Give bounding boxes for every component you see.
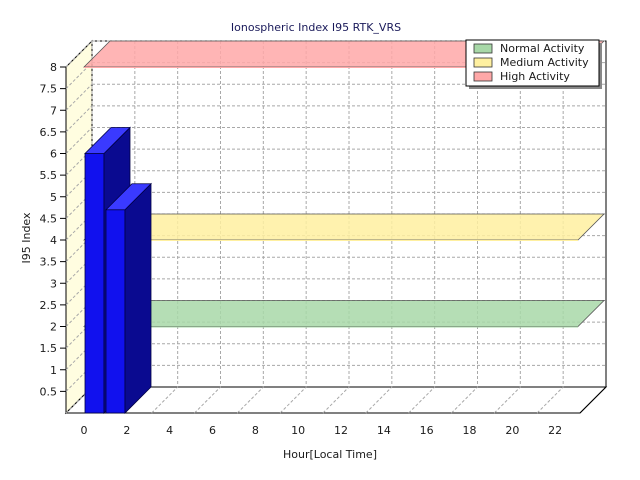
- y-tick-label: 1: [50, 364, 57, 377]
- y-tick-label: 8: [50, 61, 57, 74]
- y-tick-label: 5.5: [40, 169, 58, 182]
- grid-line-floor: [451, 386, 478, 414]
- y-tick-label: 2.5: [40, 299, 58, 312]
- x-tick-label: 10: [291, 424, 305, 437]
- x-axis-label: Hour[Local Time]: [283, 448, 377, 461]
- x-tick-label: 22: [548, 424, 562, 437]
- grid-line-side: [65, 40, 93, 68]
- y-tick-label: 1.5: [40, 342, 58, 355]
- grid-line-floor: [365, 386, 393, 414]
- y-tick-label: 0.5: [40, 385, 58, 398]
- y-tick-label: 7.5: [40, 83, 58, 96]
- chart-title: Ionospheric Index I95 RTK_VRS: [231, 21, 401, 34]
- legend-label: Normal Activity: [500, 42, 585, 55]
- grid-line-side: [65, 105, 93, 133]
- legend-swatch: [473, 71, 493, 82]
- activity-band-edge: [84, 326, 578, 328]
- floor-edge: [579, 386, 607, 414]
- x-tick-label: 8: [252, 424, 259, 437]
- grid-line-floor: [279, 386, 307, 414]
- data-bars: [84, 126, 152, 414]
- y-tick-label: 7: [50, 104, 57, 117]
- y-tick-label: 4.5: [40, 212, 58, 225]
- activity-band-edge: [84, 67, 578, 68]
- grid-line-floor: [493, 386, 521, 414]
- y-tick-label: 6.5: [40, 126, 58, 139]
- x-tick-label: 18: [463, 424, 477, 437]
- data-bar-front: [105, 209, 126, 414]
- y-axis-label: I95 Index: [20, 212, 33, 264]
- activity-band: [83, 213, 605, 241]
- y-tick-label: 3.5: [40, 256, 58, 269]
- grid-line-side: [65, 83, 93, 111]
- y-tick-label: 5: [50, 191, 57, 204]
- x-tick-label: 12: [334, 424, 348, 437]
- x-tick-label: 4: [166, 424, 173, 437]
- legend-label: Medium Activity: [500, 56, 589, 69]
- data-bar-front: [84, 153, 105, 414]
- data-bar-top: [105, 183, 152, 211]
- grid-line-floor: [536, 386, 564, 414]
- activity-band: [83, 300, 605, 327]
- data-bar-top: [84, 127, 131, 154]
- activity-band-edge: [84, 240, 578, 241]
- grid-line-floor: [408, 386, 436, 414]
- y-tick-label: 3: [50, 277, 57, 290]
- grid-line-floor: [194, 386, 221, 414]
- grid-line-floor: [322, 386, 350, 414]
- x-tick-label: 6: [209, 424, 216, 437]
- grid-line-floor: [236, 386, 264, 414]
- legend-swatch: [473, 57, 493, 68]
- grid-line-floor: [151, 386, 179, 414]
- y-tick-label: 2: [50, 321, 57, 334]
- y-tick-label: 4: [50, 234, 57, 247]
- legend-swatch: [473, 43, 493, 54]
- x-tick-label: 20: [505, 424, 519, 437]
- x-tick-label: 0: [81, 424, 88, 437]
- x-tick-label: 16: [420, 424, 434, 437]
- x-tick-label: 14: [377, 424, 391, 437]
- grid-line-side: [65, 127, 93, 154]
- y-tick-label: 6: [50, 148, 57, 161]
- legend-label: High Activity: [500, 70, 570, 83]
- x-tick-label: 2: [123, 424, 130, 437]
- axes: 0.5 1 1.5 2 2.5 3 3.5 4 4.5 5 5.5 6 6.5 7 7.5 8 0 2 4 6 8 10 1…: [40, 61, 607, 437]
- data-bar-side: [124, 182, 152, 414]
